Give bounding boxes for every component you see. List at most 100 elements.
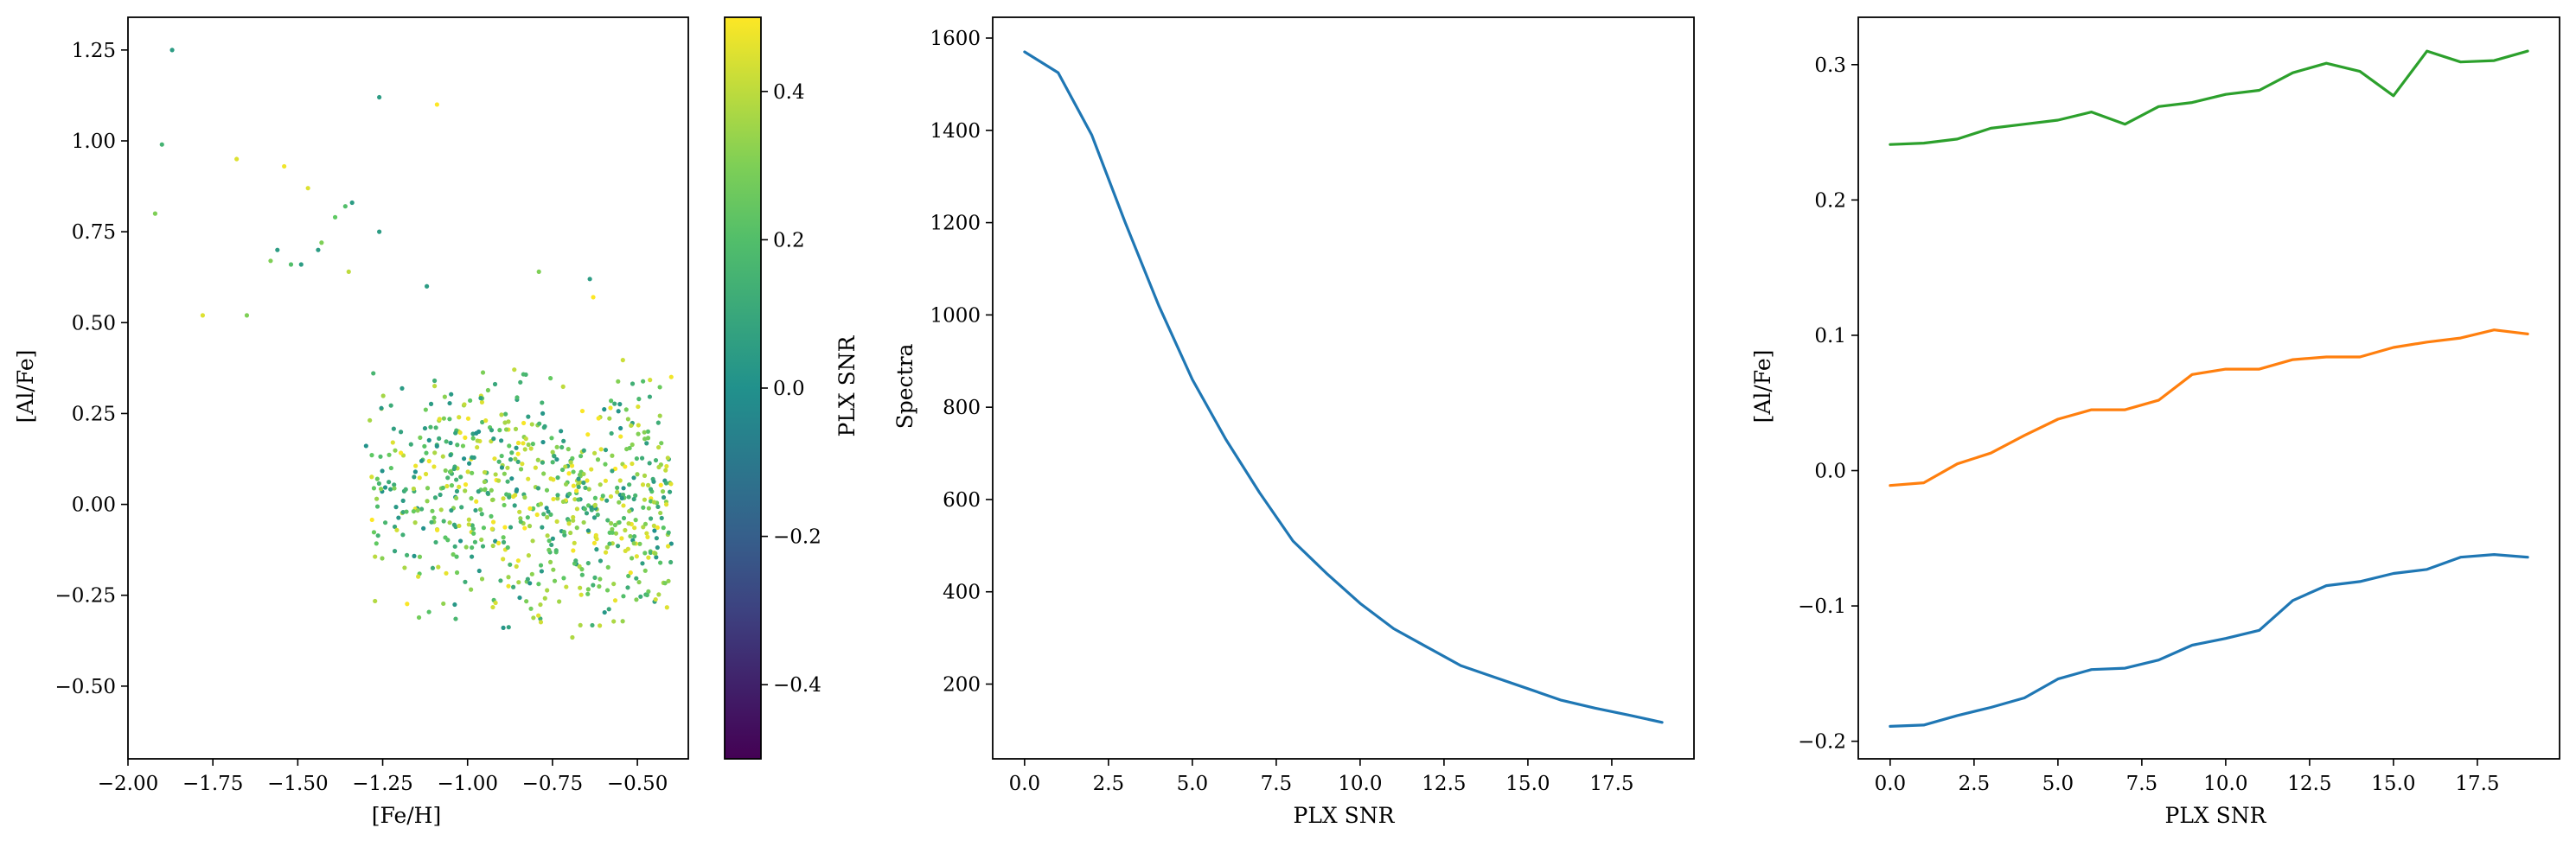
scatter-point bbox=[554, 519, 559, 524]
scatter-point bbox=[626, 573, 631, 579]
scatter-point bbox=[577, 472, 583, 477]
scatter-point bbox=[636, 431, 641, 436]
scatter-point bbox=[623, 464, 628, 469]
scatter-point bbox=[373, 554, 378, 559]
scatter-point bbox=[585, 587, 591, 592]
scatter-point bbox=[502, 502, 507, 508]
scatter-point bbox=[584, 511, 590, 516]
scatter-point bbox=[642, 568, 648, 573]
scatter-ytick-label: 0.00 bbox=[72, 494, 116, 517]
scatter-point bbox=[520, 462, 525, 467]
scatter-point bbox=[513, 456, 518, 462]
scatter-point bbox=[617, 402, 623, 407]
scatter-point bbox=[499, 465, 505, 470]
scatter-point bbox=[398, 430, 404, 435]
spectra-ytick-label: 400 bbox=[943, 582, 981, 604]
scatter-point bbox=[583, 485, 588, 491]
scatter-point bbox=[578, 585, 583, 590]
scatter-point bbox=[482, 479, 487, 485]
scatter-point bbox=[522, 525, 527, 531]
scatter-point bbox=[540, 411, 546, 417]
spectra-xtick-label: 2.5 bbox=[1093, 773, 1125, 795]
scatter-point bbox=[632, 525, 637, 531]
scatter-point bbox=[379, 405, 384, 411]
scatter-point bbox=[554, 444, 559, 449]
scatter-point bbox=[656, 592, 662, 597]
scatter-point bbox=[646, 555, 651, 560]
scatter-point bbox=[633, 493, 638, 498]
scatter-point bbox=[638, 594, 643, 599]
colorbar-tick-label: −0.2 bbox=[773, 526, 821, 549]
scatter-point bbox=[531, 615, 536, 621]
scatter-point bbox=[501, 539, 507, 544]
scatter-point bbox=[609, 520, 614, 526]
scatter-point bbox=[667, 489, 673, 494]
scatter-point bbox=[597, 583, 602, 589]
scatter-point bbox=[612, 598, 618, 603]
scatter-point bbox=[392, 524, 398, 530]
scatter-point bbox=[591, 583, 596, 588]
scatter-point bbox=[380, 468, 385, 474]
scatter-point bbox=[610, 530, 615, 535]
scatter-point bbox=[512, 367, 517, 373]
alfe-xlabel: PLX SNR bbox=[2165, 803, 2267, 828]
alfe-xtick-label: 15.0 bbox=[2371, 773, 2415, 795]
spectra-xlabel: PLX SNR bbox=[1294, 803, 1396, 828]
scatter-point bbox=[441, 416, 446, 421]
scatter-point bbox=[644, 441, 649, 446]
scatter-point bbox=[493, 600, 498, 606]
scatter-point bbox=[444, 439, 449, 444]
scatter-point bbox=[433, 425, 438, 430]
scatter-point bbox=[448, 440, 453, 446]
scatter-point bbox=[576, 497, 581, 502]
scatter-point bbox=[459, 505, 464, 510]
scatter-point bbox=[526, 414, 531, 419]
scatter-point bbox=[646, 589, 651, 595]
scatter-point bbox=[636, 397, 642, 402]
scatter-point bbox=[454, 554, 459, 559]
scatter-point bbox=[442, 394, 447, 399]
scatter-point bbox=[472, 539, 478, 544]
scatter-point bbox=[536, 582, 541, 587]
scatter-point bbox=[489, 513, 494, 519]
scatter-point bbox=[463, 544, 469, 550]
colorbar-label: PLX SNR bbox=[834, 334, 860, 436]
scatter-point bbox=[455, 443, 460, 448]
colorbar-tick-label: 0.2 bbox=[773, 229, 805, 252]
scatter-point bbox=[371, 486, 377, 491]
scatter-point bbox=[470, 526, 476, 532]
scatter-point bbox=[373, 598, 378, 604]
scatter-point bbox=[476, 489, 481, 494]
scatter-point bbox=[499, 438, 504, 443]
scatter-point bbox=[620, 358, 625, 363]
scatter-point bbox=[447, 400, 452, 406]
scatter-point bbox=[390, 440, 395, 445]
scatter-point bbox=[645, 482, 651, 487]
scatter-point bbox=[447, 417, 452, 422]
alfe-ytick-label: 0.0 bbox=[1814, 461, 1846, 483]
scatter-point bbox=[528, 606, 534, 611]
scatter-point bbox=[463, 579, 468, 584]
scatter-point bbox=[623, 407, 629, 412]
scatter-point bbox=[665, 455, 670, 461]
scatter-point bbox=[651, 500, 656, 505]
scatter-point bbox=[518, 519, 523, 525]
scatter-point bbox=[538, 620, 544, 625]
scatter-point bbox=[634, 554, 639, 559]
scatter-point bbox=[388, 465, 393, 471]
scatter-point bbox=[642, 473, 648, 478]
spectra-xtick-label: 7.5 bbox=[1261, 773, 1293, 795]
scatter-point bbox=[561, 438, 566, 443]
scatter-point bbox=[635, 472, 640, 477]
scatter-point bbox=[598, 447, 604, 452]
scatter-point bbox=[382, 485, 388, 490]
scatter-point bbox=[618, 434, 623, 439]
scatter-point bbox=[437, 417, 442, 422]
scatter-point bbox=[632, 533, 637, 539]
scatter-point bbox=[495, 540, 502, 545]
scatter-point bbox=[509, 450, 515, 455]
scatter-point bbox=[503, 411, 508, 417]
scatter-point bbox=[490, 519, 496, 525]
scatter-point bbox=[438, 492, 443, 498]
scatter-point bbox=[471, 455, 476, 461]
